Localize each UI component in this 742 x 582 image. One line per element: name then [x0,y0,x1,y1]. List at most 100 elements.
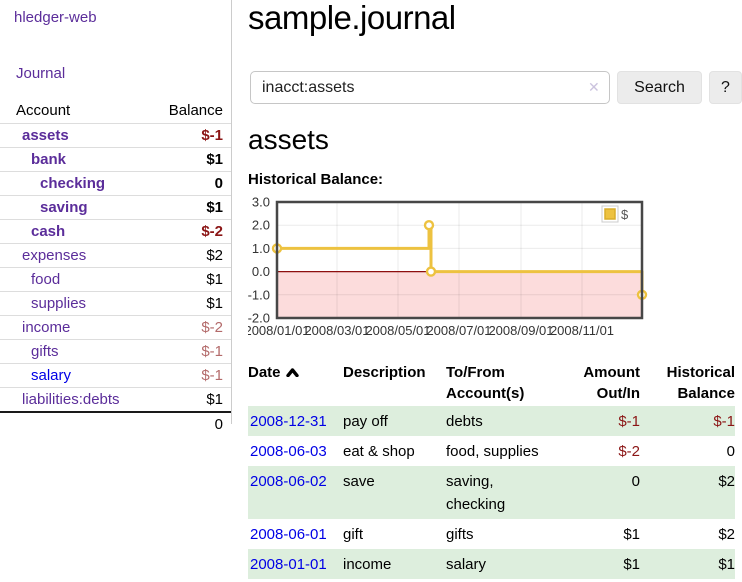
help-button[interactable]: ? [709,71,742,104]
sidebar-account-balance: $1 [115,387,231,412]
sidebar-account-row: bank $1 [0,147,231,172]
sidebar-account-row: gifts $-1 [0,339,231,364]
sidebar-account-link[interactable]: expenses [22,247,87,264]
sidebar-account-balance: $1 [115,267,231,292]
sidebar-account-balance: $1 [115,291,231,316]
sidebar-account-balance: $-2 [115,219,231,244]
register-row: 2008-06-02 save saving, checking 0 $2 [248,466,735,519]
svg-text:2008/07/01: 2008/07/01 [426,323,491,338]
transaction-balance: $-1 [640,406,735,436]
sidebar-account-balance: $-2 [115,315,231,340]
sidebar-account-link[interactable]: food [31,271,61,288]
transaction-description: pay off [343,406,446,436]
sidebar-account-balance: $-1 [201,127,223,144]
sidebar-account-link[interactable]: salary [31,367,72,384]
column-header-to-from: To/From Account(s) [446,364,525,402]
sidebar-account-link[interactable]: cash [31,223,66,240]
register-row: 2008-06-03 eat & shop food, supplies $-2… [248,436,735,466]
svg-text:1.0: 1.0 [252,241,270,256]
transaction-amount: $-2 [618,442,640,460]
transaction-balance: $2 [640,466,735,519]
sidebar-account-row: saving $1 [0,195,231,220]
sidebar-item-journal[interactable]: Journal [16,65,66,82]
sidebar-total-balance: 0 [115,411,231,436]
sidebar-account-row: assets $-1 [0,124,231,148]
historical-balance-chart[interactable]: 3.0 2.0 1.0 0.0 -1.0 -2.0 2008/01/01 2008/03/01… [248,196,742,344]
chart-title: Historical Balance: [248,171,384,188]
sidebar-account-row: checking 0 [0,171,231,196]
legend-series-label: $ [621,207,629,222]
transaction-accounts: saving, checking [446,466,565,519]
column-header-historical: Historical Balance [666,364,735,402]
brand-link[interactable]: hledger-web [14,9,97,26]
transaction-balance: $1 [640,549,735,579]
transaction-amount: 0 [565,466,640,519]
svg-text:-2.0: -2.0 [248,311,270,326]
accounts-table: Account Balance assets $-1 bank $1 check… [0,99,231,436]
sidebar-account-row: supplies $1 [0,291,231,316]
sidebar-account-row: liabilities:debts $1 [0,387,231,412]
sidebar-account-link[interactable]: checking [40,175,106,192]
sidebar-total-row: 0 [0,411,231,436]
svg-text:3.0: 3.0 [252,196,270,210]
transaction-accounts: salary [446,549,565,579]
sidebar-account-link[interactable]: gifts [31,343,59,360]
sort-ascending-icon [285,368,299,377]
transaction-description: gift [343,525,364,543]
transaction-date-link[interactable]: 2008-12-31 [250,412,327,430]
search-input[interactable] [250,71,610,104]
sidebar-account-balance: $1 [115,195,231,220]
transaction-description: eat & shop [343,442,415,460]
register-row: 2008-12-31 pay off debts $-1 $-1 [248,406,735,436]
sidebar-account-link[interactable]: bank [31,151,67,168]
sidebar-account-link[interactable]: supplies [31,295,87,312]
register-table: Date Description To/From Account(s) Amount … [248,360,735,579]
transaction-balance: 0 [726,442,735,460]
column-header-amount: Amount Out/In [583,364,640,402]
sidebar-account-balance: 0 [115,171,231,196]
svg-text:2.0: 2.0 [252,218,270,233]
register-row: 2008-01-01 income salary $1 $1 [248,549,735,579]
transaction-description: income [343,549,446,579]
chart-svg[interactable]: 3.0 2.0 1.0 0.0 -1.0 -2.02008/01/012008/03/01… [248,196,742,344]
svg-text:2008/03/01: 2008/03/01 [304,323,369,338]
transaction-amount: $1 [623,525,640,543]
sidebar-account-link[interactable]: income [22,319,71,336]
sidebar-account-balance: $-1 [115,339,231,364]
transaction-accounts: gifts [446,525,474,543]
sidebar: hledger-web Journal Account Balance asse… [0,0,232,436]
clear-search-icon[interactable]: ✕ [588,79,600,95]
column-header-date[interactable]: Date [248,360,343,406]
svg-text:2008/05/01: 2008/05/01 [365,323,430,338]
column-header-description: Description [343,364,426,381]
sidebar-account-row: salary $-1 [0,363,231,388]
page-title: sample.journal [248,0,456,36]
transaction-amount: $-1 [565,406,640,436]
balance-column-header: Balance [115,99,231,124]
sidebar-account-row: expenses $2 [0,243,231,268]
transaction-date-link[interactable]: 2008-06-02 [250,472,327,490]
search-button[interactable]: Search [617,71,702,104]
transaction-accounts: food, supplies [446,442,539,460]
main-content: sample.journal ✕ Search ? assets Histori… [248,0,742,579]
transaction-date-link[interactable]: 2008-06-03 [250,442,327,460]
accounts-column-header: Account [0,99,116,124]
transaction-amount: $1 [565,549,640,579]
transaction-description: save [343,466,446,519]
sidebar-account-link[interactable]: liabilities:debts [22,391,120,408]
sidebar-account-link[interactable]: saving [40,199,88,216]
sidebar-account-balance: $2 [115,243,231,268]
sidebar-account-balance: $1 [115,147,231,172]
svg-text:0.0: 0.0 [252,264,270,279]
sidebar-account-link[interactable]: assets [22,127,69,144]
sidebar-account-row: food $1 [0,267,231,292]
svg-text:2008/09/01: 2008/09/01 [488,323,553,338]
svg-text:-1.0: -1.0 [248,287,270,302]
account-heading: assets [248,124,329,155]
transaction-date-link[interactable]: 2008-01-01 [250,555,327,573]
search-form: ✕ Search ? [248,71,742,104]
transaction-date-link[interactable]: 2008-06-01 [250,525,327,543]
transaction-accounts: debts [446,406,565,436]
sidebar-account-row: cash $-2 [0,219,231,244]
